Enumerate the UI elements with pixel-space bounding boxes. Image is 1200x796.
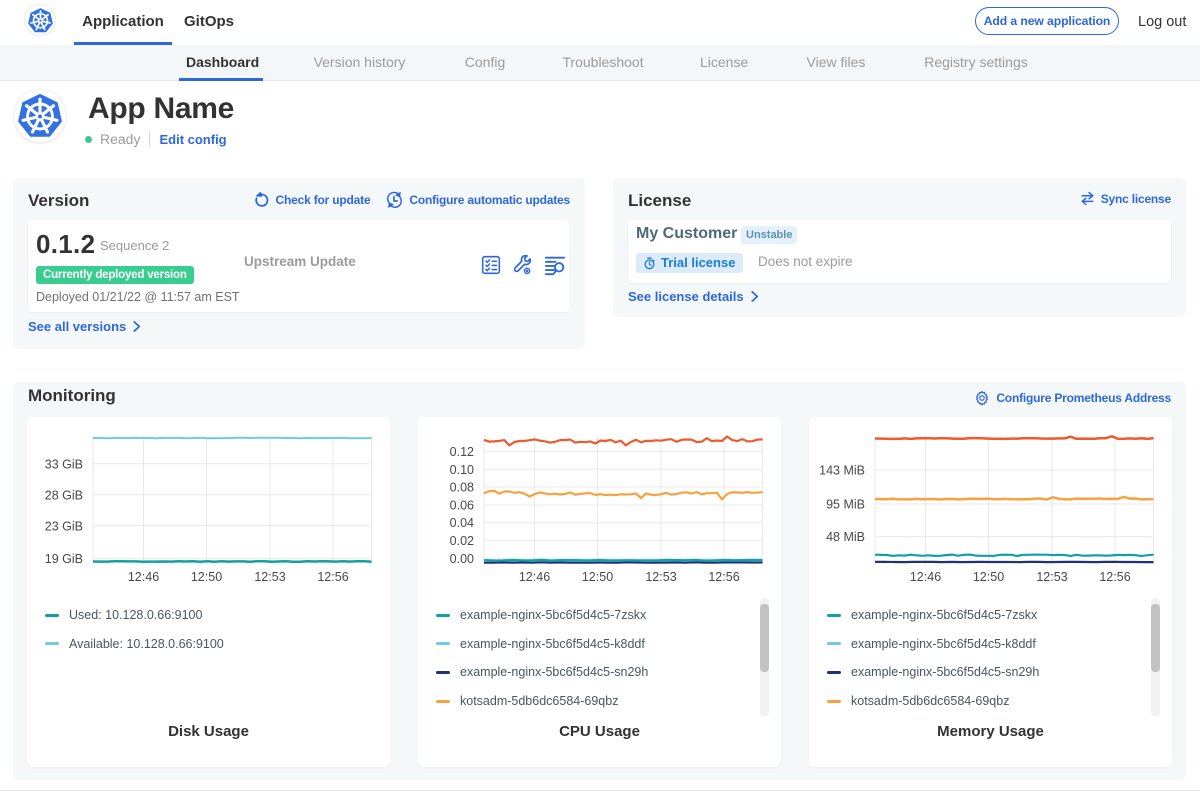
svg-text:12:46: 12:46: [128, 570, 159, 584]
svg-text:12:53: 12:53: [254, 570, 285, 584]
svg-text:12:56: 12:56: [1099, 570, 1130, 584]
svg-text:33 GiB: 33 GiB: [45, 457, 83, 471]
svg-text:23 GiB: 23 GiB: [45, 519, 83, 533]
svg-text:0.08: 0.08: [450, 481, 474, 495]
svg-text:0.12: 0.12: [450, 445, 474, 459]
svg-text:12:46: 12:46: [910, 570, 941, 584]
svg-text:143 MiB: 143 MiB: [819, 464, 865, 478]
svg-text:12:50: 12:50: [973, 570, 1004, 584]
svg-text:0.10: 0.10: [450, 463, 474, 477]
svg-text:12:56: 12:56: [317, 570, 348, 584]
svg-text:0.02: 0.02: [450, 534, 474, 548]
svg-text:0.00: 0.00: [450, 552, 474, 566]
svg-text:12:50: 12:50: [191, 570, 222, 584]
svg-text:0.04: 0.04: [450, 516, 474, 530]
svg-text:28 GiB: 28 GiB: [45, 488, 83, 502]
svg-text:48 MiB: 48 MiB: [826, 530, 865, 544]
svg-text:0.06: 0.06: [450, 499, 474, 513]
svg-text:12:56: 12:56: [708, 570, 739, 584]
svg-text:12:46: 12:46: [519, 570, 550, 584]
svg-text:19 GiB: 19 GiB: [45, 552, 83, 566]
svg-text:95 MiB: 95 MiB: [826, 498, 865, 512]
svg-text:12:53: 12:53: [1036, 570, 1067, 584]
svg-text:12:53: 12:53: [645, 570, 676, 584]
svg-text:12:50: 12:50: [582, 570, 613, 584]
